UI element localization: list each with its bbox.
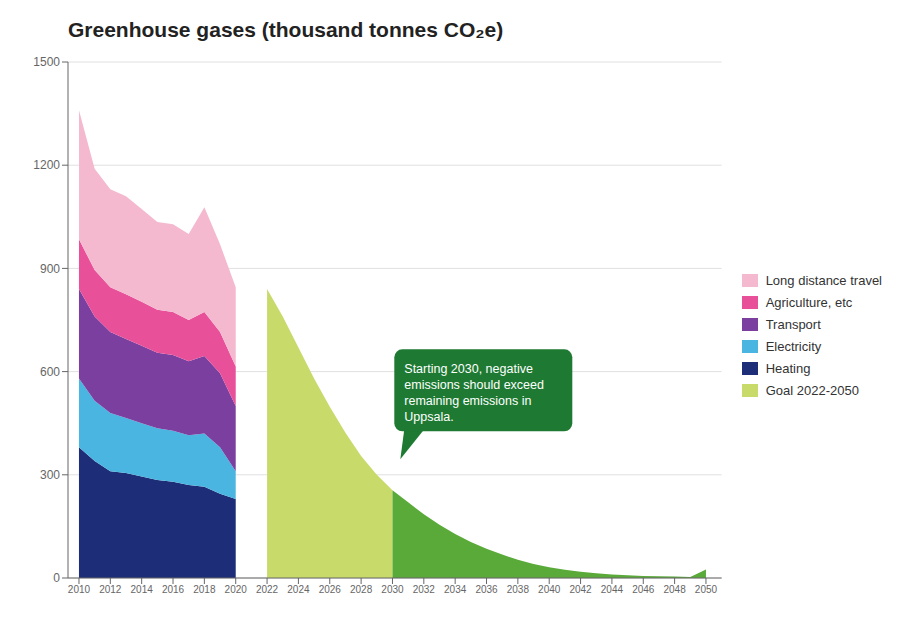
svg-text:600: 600	[40, 365, 60, 379]
svg-text:2018: 2018	[193, 584, 216, 595]
svg-text:2024: 2024	[287, 584, 310, 595]
svg-text:2040: 2040	[538, 584, 561, 595]
svg-text:2030: 2030	[381, 584, 404, 595]
svg-text:2048: 2048	[663, 584, 686, 595]
svg-text:900: 900	[40, 262, 60, 276]
svg-text:300: 300	[40, 468, 60, 482]
html-text:Electricity: Electricity	[765, 338, 822, 354]
svg-text:2050: 2050	[695, 584, 718, 595]
html-text:Agriculture, etc: Agriculture, etc	[765, 294, 853, 310]
svg-text:2038: 2038	[507, 584, 530, 595]
svg-text:1200: 1200	[33, 158, 60, 172]
html-text:Long distance travel: Long distance travel	[765, 272, 882, 288]
svg-text:Starting 2030, negativeemissio: Starting 2030, negativeemissions should …	[404, 362, 544, 424]
svg-text:2022: 2022	[256, 584, 279, 595]
html-text:Greenhouse gases (thousand ton: Greenhouse gases (thousand tonnes CO₂e)	[68, 18, 504, 41]
svg-text:2046: 2046	[632, 584, 655, 595]
svg-text:2020: 2020	[225, 584, 248, 595]
svg-text:2032: 2032	[413, 584, 436, 595]
svg-text:0: 0	[53, 571, 60, 585]
svg-text:2042: 2042	[569, 584, 592, 595]
svg-text:2044: 2044	[601, 584, 624, 595]
svg-text:2028: 2028	[350, 584, 373, 595]
svg-text:2026: 2026	[319, 584, 342, 595]
svg-text:2034: 2034	[444, 584, 467, 595]
svg-text:2010: 2010	[68, 584, 91, 595]
svg-text:2012: 2012	[99, 584, 122, 595]
svg-text:2036: 2036	[475, 584, 498, 595]
html-text:Transport: Transport	[765, 316, 821, 332]
html-text:Heating: Heating	[765, 360, 811, 376]
svg-text:2016: 2016	[162, 584, 185, 595]
html-text:Goal 2022-2050: Goal 2022-2050	[765, 382, 859, 398]
svg-text:1500: 1500	[33, 55, 60, 69]
svg-text:2014: 2014	[131, 584, 154, 595]
